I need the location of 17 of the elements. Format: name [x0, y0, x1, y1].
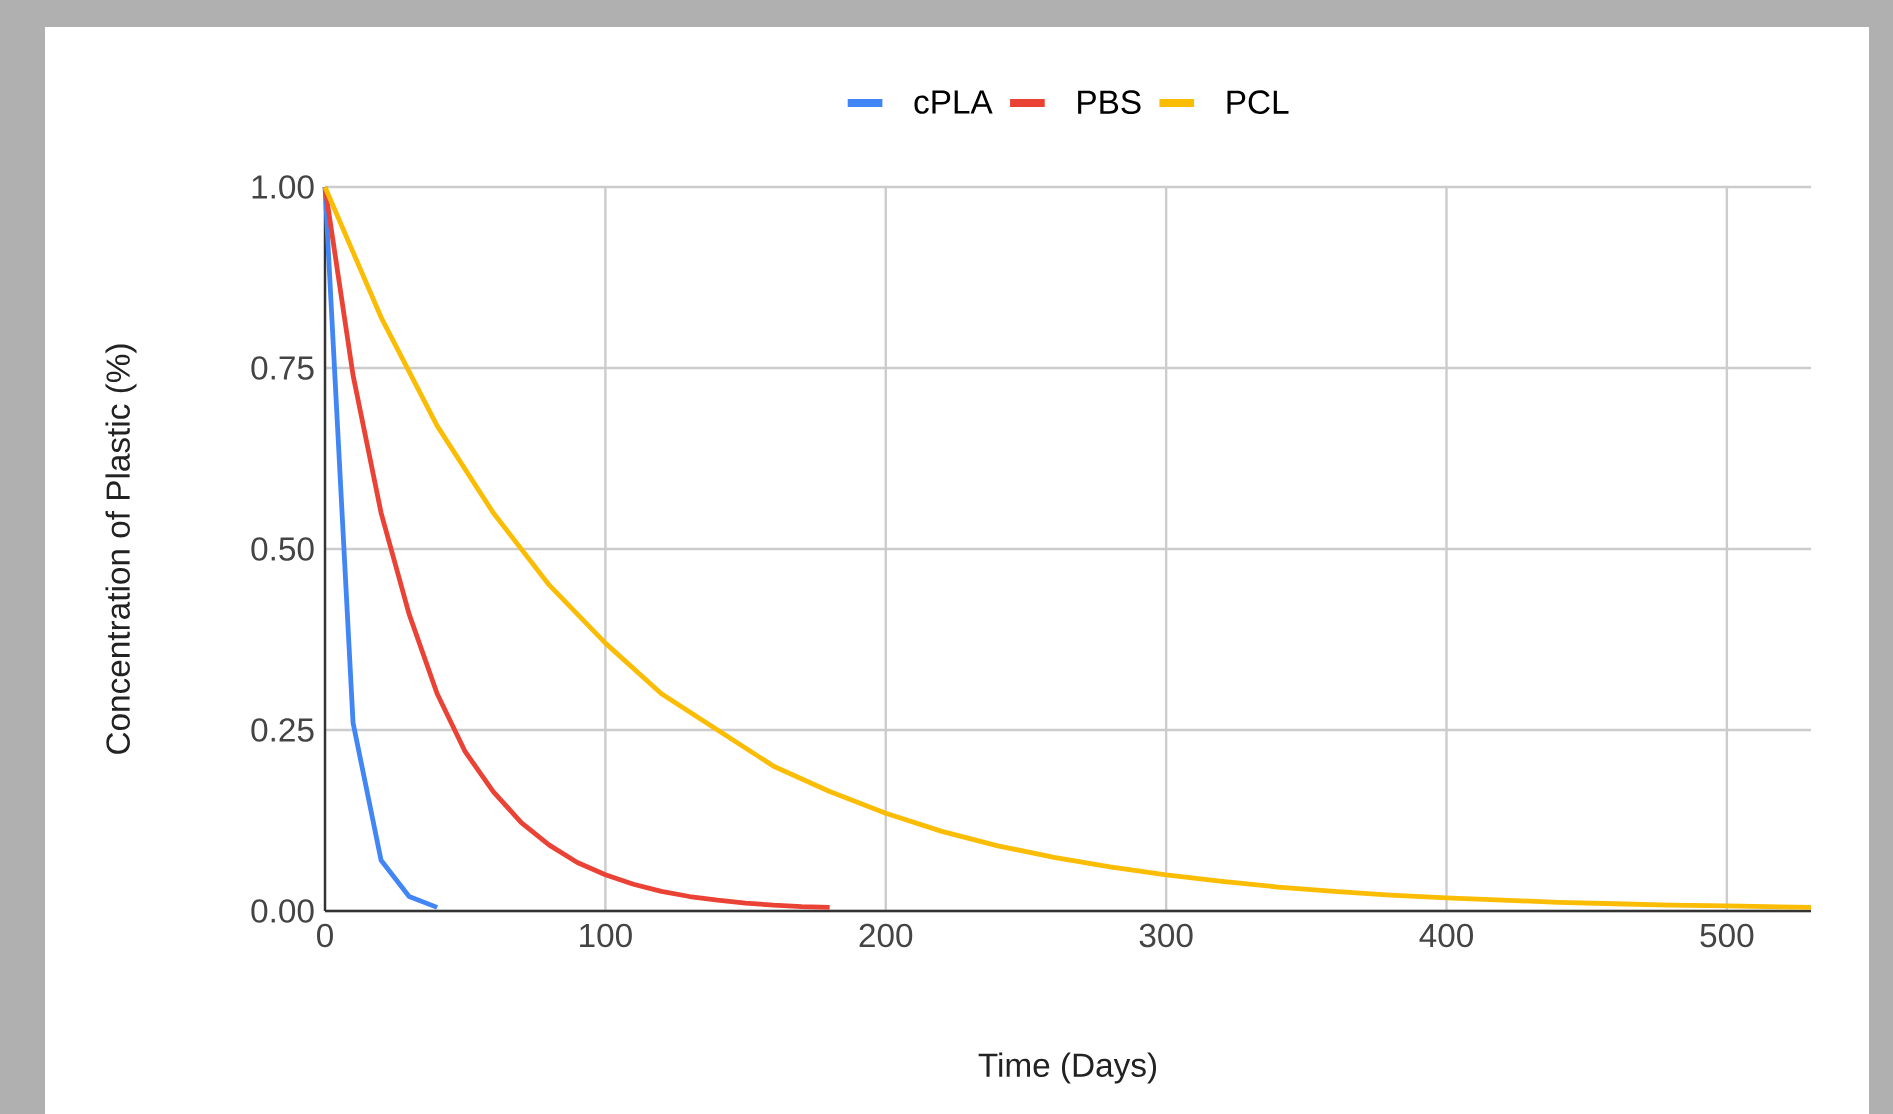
legend-label: cPLA: [914, 90, 993, 114]
x-axis-title: Time (Days): [978, 1052, 1157, 1084]
x-tick-label: 300: [1139, 923, 1193, 948]
line-series: [322, 184, 1814, 910]
y-tick-label: 1.00: [252, 175, 314, 199]
x-tick-label: 500: [1700, 923, 1754, 948]
y-tick-label: 0.00: [251, 899, 314, 923]
legend-label: PCL: [1227, 90, 1289, 114]
x-tick-label: 400: [1419, 923, 1473, 948]
y-tick-label: 0.50: [251, 537, 314, 561]
y-tick-label: 0.25: [251, 718, 314, 742]
y-tick-label: 0.75: [251, 356, 314, 380]
x-tick-label: 100: [580, 923, 632, 948]
legend-label: PBS: [1078, 90, 1141, 114]
y-axis-title: Concentration of Plastic (%): [105, 344, 137, 754]
x-tick-label: 0: [317, 923, 333, 948]
x-tick-label: 200: [859, 923, 913, 948]
